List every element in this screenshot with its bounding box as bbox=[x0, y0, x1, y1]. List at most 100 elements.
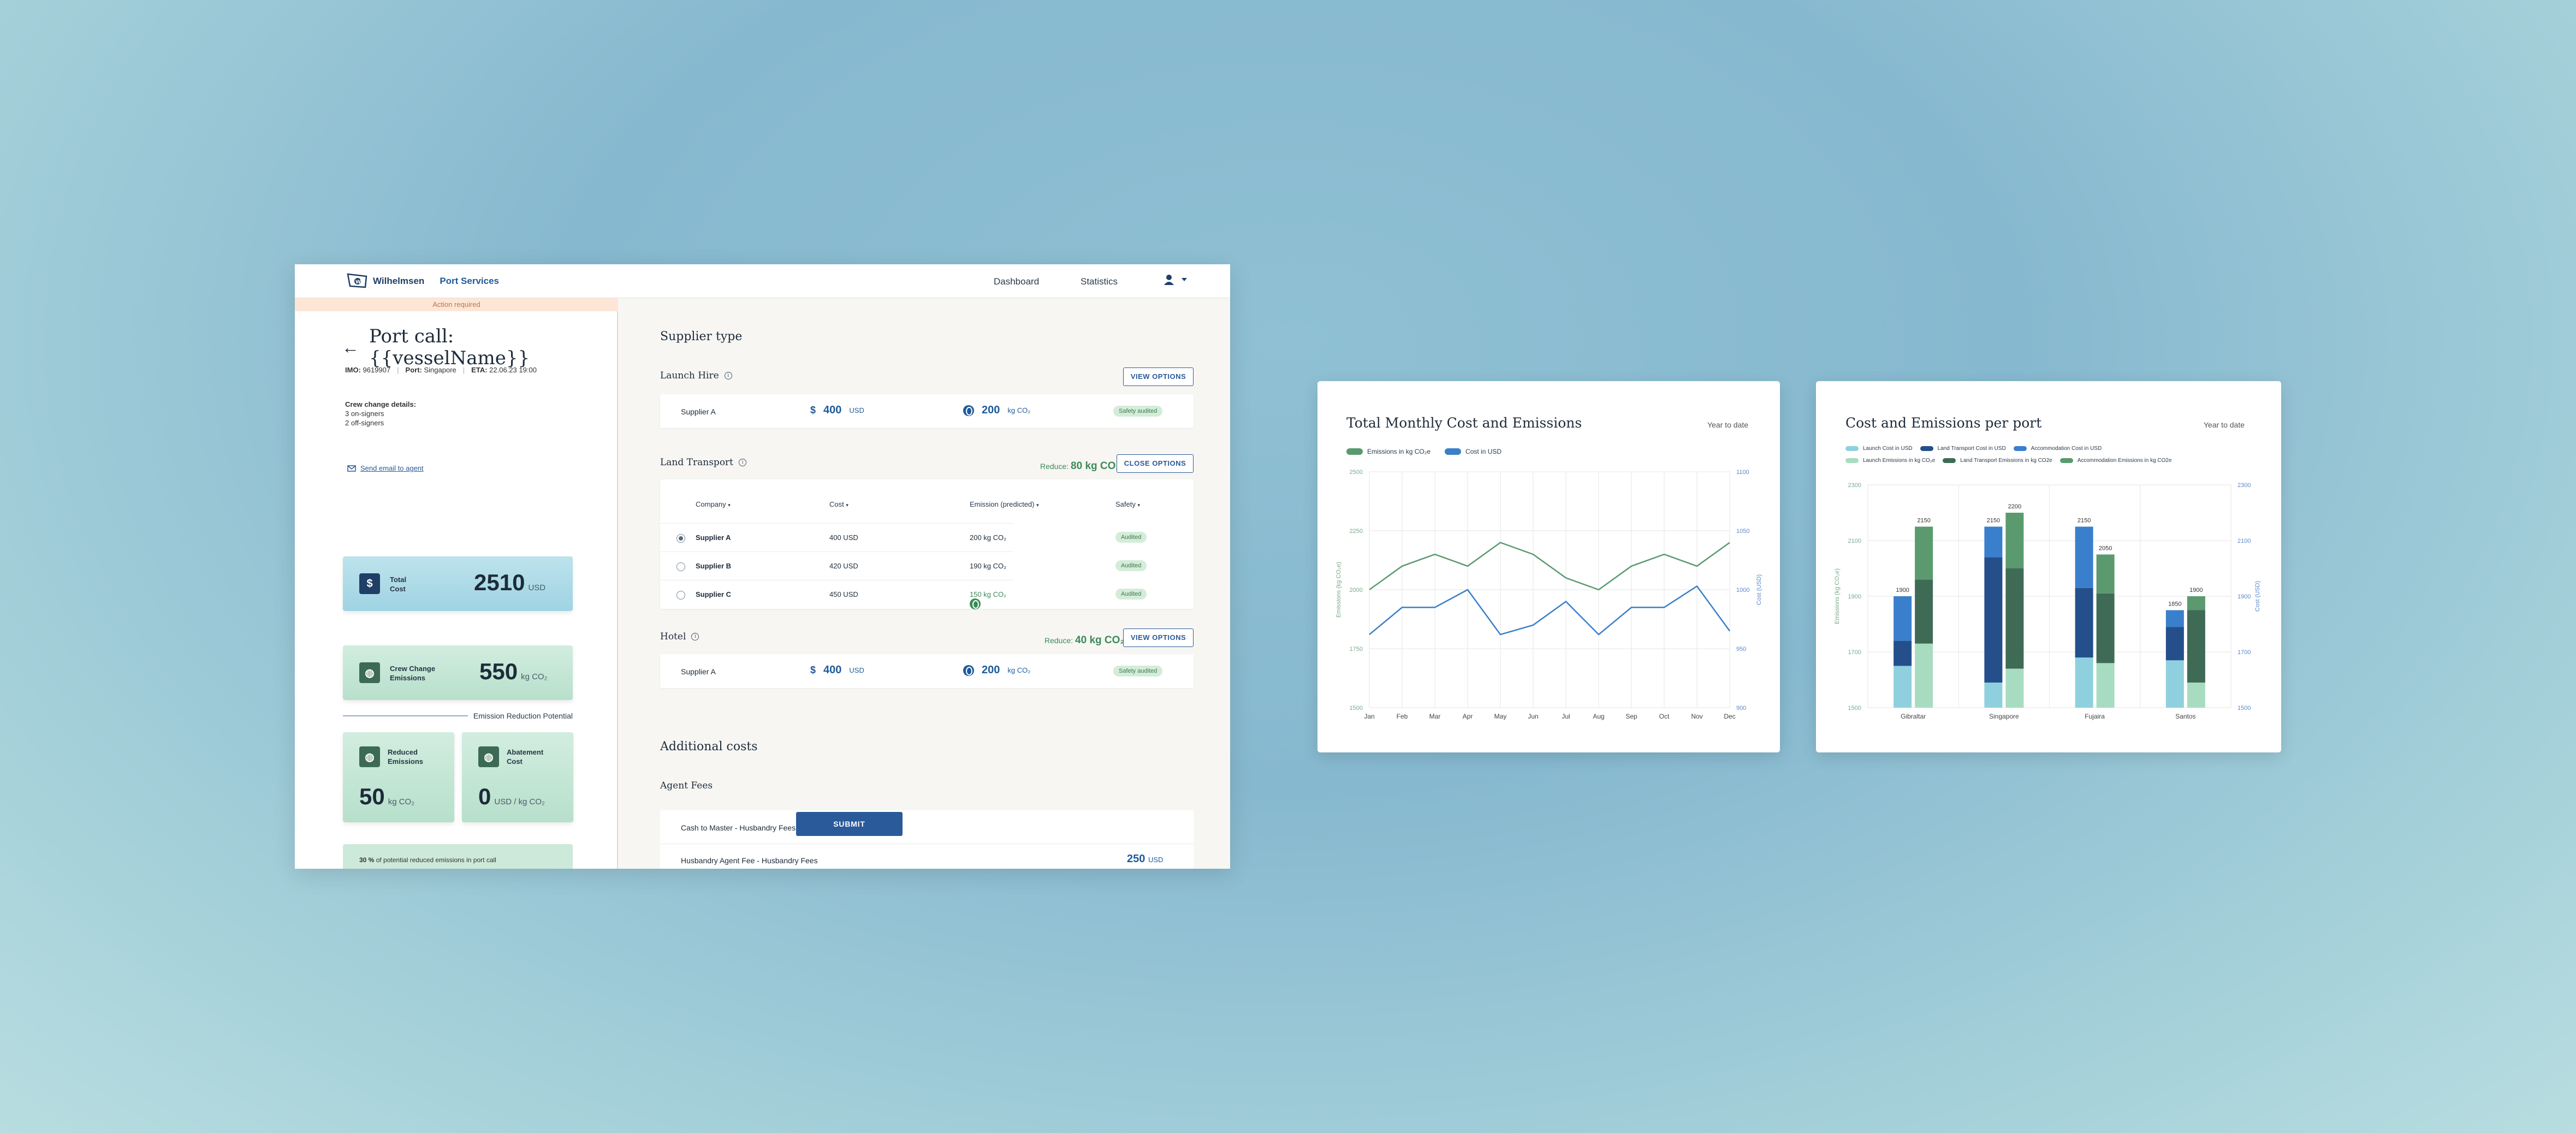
globe-icon bbox=[970, 598, 981, 609]
dollar-icon: $ bbox=[810, 665, 816, 675]
crew-change-details: Crew change details: 3 on-signers 2 off-… bbox=[345, 400, 416, 428]
y-tick-label: 2250 bbox=[1350, 528, 1363, 535]
erp-divider bbox=[343, 715, 468, 716]
globe-icon: ◍ bbox=[359, 746, 380, 767]
audited-badge: Audited bbox=[1115, 589, 1147, 600]
hotel-view-options-button[interactable]: VIEW OPTIONS bbox=[1123, 628, 1194, 647]
hotel-cost-unit: USD bbox=[849, 666, 864, 674]
monthly-cost-emissions-card: Total Monthly Cost and Emissions Year to… bbox=[1317, 381, 1780, 752]
launch-hire-title: Launch Hire i bbox=[660, 370, 732, 381]
progress-pct: 30 % bbox=[359, 856, 375, 864]
audited-badge: Audited bbox=[1115, 560, 1147, 571]
table-row[interactable]: Supplier B 420 USD 190 kg CO₂ Audited bbox=[660, 551, 1147, 580]
crew-off-signers: 2 off-signers bbox=[345, 419, 384, 427]
reduced-label-2: Emissions bbox=[388, 757, 424, 766]
supplier-a-radio[interactable] bbox=[676, 534, 685, 543]
send-email-link[interactable]: Send email to agent bbox=[347, 464, 424, 472]
emission-bar-total-label: 2150 bbox=[1917, 518, 1930, 524]
chart1-range[interactable]: Year to date bbox=[1707, 420, 1748, 429]
y-tick-label: 2500 bbox=[1350, 469, 1363, 476]
erp-label: Emission Reduction Potential bbox=[473, 711, 573, 720]
supplier-b-radio[interactable] bbox=[676, 562, 685, 571]
safety-audited-badge: Safety audited bbox=[1113, 666, 1163, 677]
dollar-icon: $ bbox=[810, 405, 816, 416]
back-arrow-icon[interactable]: ← bbox=[342, 337, 359, 357]
info-icon[interactable]: i bbox=[724, 372, 732, 379]
globe-icon bbox=[963, 405, 974, 416]
hotel-supplier-row[interactable]: Supplier A $ 400 USD 200 kg CO₂ Safety a… bbox=[660, 654, 1194, 688]
land-reduce-label: Reduce: 80 kg CO₂ bbox=[1040, 460, 1120, 472]
x-tick-label: Feb bbox=[1397, 713, 1408, 720]
chart2-range[interactable]: Year to date bbox=[2204, 420, 2245, 429]
col-safety[interactable]: Safety ▾ bbox=[1115, 500, 1141, 508]
hotel-cost: 400 bbox=[823, 664, 842, 676]
mail-icon bbox=[347, 465, 356, 472]
legend-cost: Cost in USD bbox=[1445, 448, 1501, 455]
col-cost[interactable]: Cost ▾ bbox=[829, 500, 848, 508]
emission-bar-segment-0 bbox=[2005, 668, 2024, 708]
port-label: Port: bbox=[405, 366, 422, 374]
legend-land-emis: Land Transport Emissions in kg CO2e bbox=[1943, 458, 2052, 464]
supplier-type-heading: Supplier type bbox=[660, 330, 743, 343]
brand-logo[interactable]: W Wilhelmsen Port Services bbox=[347, 273, 499, 289]
land-transport-label: Land Transport bbox=[660, 457, 734, 468]
total-cost-value: 2510 bbox=[474, 570, 525, 595]
legend-accom-cost: Accommodation Cost in USD bbox=[2013, 446, 2102, 452]
x-tick-label: Aug bbox=[1593, 713, 1604, 720]
nav-dashboard[interactable]: Dashboard bbox=[994, 276, 1040, 287]
submit-button[interactable]: SUBMIT bbox=[796, 812, 903, 836]
col-company[interactable]: Company ▾ bbox=[696, 500, 731, 508]
hotel-supplier-name: Supplier A bbox=[681, 667, 716, 676]
legend-emissions: Emissions in kg CO₂e bbox=[1346, 448, 1431, 455]
col-emission[interactable]: Emission (predicted) ▾ bbox=[970, 500, 1039, 508]
agent-fees-list: Cash to Master - Husbandry Fees Husbandr… bbox=[660, 810, 1194, 869]
land-transport-title: Land Transport i bbox=[660, 457, 747, 468]
hotel-reduce-label: Reduce: 40 kg CO₂ bbox=[1044, 634, 1125, 646]
land-close-options-button[interactable]: CLOSE OPTIONS bbox=[1117, 454, 1194, 473]
launch-supplier-row[interactable]: Supplier A $ 400 USD 200 kg CO₂ Safety a… bbox=[660, 394, 1194, 428]
emission-bar-segment-2 bbox=[2187, 596, 2205, 610]
row-company: Supplier C bbox=[696, 590, 732, 598]
y2-tick-label: 2300 bbox=[2237, 482, 2251, 489]
emission-bar-segment-1 bbox=[2187, 610, 2205, 683]
port-value: Singapore bbox=[424, 366, 456, 374]
chart2-title: Cost and Emissions per port bbox=[1845, 415, 2042, 431]
cost-bar-total-label: 1850 bbox=[2168, 601, 2181, 608]
cost-bar-total-label: 2150 bbox=[1987, 518, 2000, 524]
globe-icon: ◍ bbox=[478, 746, 499, 767]
supplier-c-radio[interactable] bbox=[676, 591, 685, 600]
y-tick-label: 1500 bbox=[1350, 705, 1363, 711]
globe-icon bbox=[963, 665, 974, 676]
crew-on-signers: 3 on-signers bbox=[345, 410, 384, 418]
product-name[interactable]: Port Services bbox=[440, 276, 500, 286]
table-row[interactable]: Supplier A 400 USD 200 kg CO₂ Audited bbox=[660, 523, 1147, 551]
reduction-progress-card: 30 % of potential reduced emissions in p… bbox=[343, 844, 573, 869]
emission-bar-segment-1 bbox=[2005, 568, 2024, 669]
cost-bar-total-label: 1900 bbox=[1896, 587, 1909, 594]
fee-row-2-value: 250 USD bbox=[1127, 853, 1164, 865]
emission-bar-segment-0 bbox=[1915, 643, 1933, 708]
x-tick-label: Mar bbox=[1429, 713, 1441, 720]
legend-accom-emis: Accommodation Emissions in kg CO2e bbox=[2059, 458, 2172, 464]
nav-statistics[interactable]: Statistics bbox=[1081, 276, 1118, 287]
x-tick-label: Jul bbox=[1562, 713, 1570, 720]
additional-costs-heading: Additional costs bbox=[660, 740, 758, 754]
user-menu[interactable] bbox=[1164, 274, 1187, 285]
x-tick-label: Santos bbox=[2175, 713, 2195, 720]
progress-description: of potential reduced emissions in port c… bbox=[376, 856, 496, 864]
launch-hire-label: Launch Hire bbox=[660, 370, 719, 381]
launch-view-options-button[interactable]: VIEW OPTIONS bbox=[1123, 367, 1194, 386]
y-tick-label: 2100 bbox=[1848, 538, 1861, 544]
agent-fees-title: Agent Fees bbox=[660, 780, 713, 791]
table-row[interactable]: Supplier C 450 USD 150 kg CO₂ Audited bbox=[660, 580, 1147, 609]
cost-bar-segment-2 bbox=[1894, 596, 1912, 641]
info-icon[interactable]: i bbox=[739, 459, 747, 466]
legend-launch-emis: Launch Emissions in kg CO₂e bbox=[1845, 458, 1935, 464]
info-icon[interactable]: i bbox=[691, 633, 699, 640]
emissions-series-line bbox=[1369, 542, 1730, 591]
y2-tick-label: 1500 bbox=[2237, 705, 2251, 711]
y-tick-label: 1700 bbox=[1848, 649, 1861, 656]
x-tick-label: Jan bbox=[1364, 713, 1374, 720]
x-tick-label: Apr bbox=[1463, 713, 1473, 720]
x-tick-label: Oct bbox=[1659, 713, 1670, 720]
